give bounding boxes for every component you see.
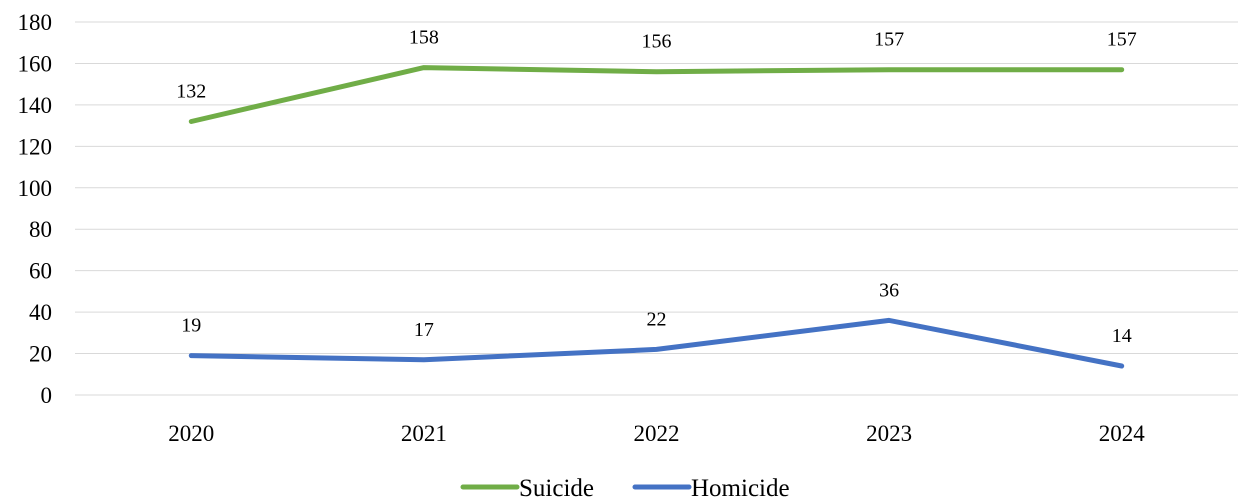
data-label-suicide: 132 — [176, 80, 206, 102]
y-tick-label: 140 — [18, 93, 53, 118]
data-labels: 132 158 156 157 157 19 17 22 36 14 — [176, 27, 1136, 347]
series-line-homicide — [188, 317, 1125, 369]
x-axis-ticks: 2020 2021 2022 2023 2024 — [168, 421, 1145, 446]
data-label-homicide: 19 — [181, 315, 201, 337]
legend-label-suicide: Suicide — [519, 475, 594, 499]
series-lines — [188, 65, 1125, 369]
data-label-homicide: 17 — [414, 319, 434, 341]
data-label-homicide: 36 — [879, 279, 899, 301]
data-label-suicide: 157 — [874, 29, 904, 51]
y-tick-label: 120 — [18, 134, 53, 159]
x-tick-label: 2020 — [168, 421, 214, 446]
x-tick-label: 2022 — [634, 421, 680, 446]
x-tick-label: 2021 — [401, 421, 447, 446]
y-tick-label: 180 — [18, 10, 53, 35]
data-label-homicide: 14 — [1112, 325, 1132, 347]
y-axis-ticks: 0 20 40 60 80 100 120 140 160 180 — [18, 10, 53, 408]
y-tick-label: 160 — [18, 51, 53, 76]
series-line-suicide — [188, 65, 1125, 124]
data-label-suicide: 158 — [409, 27, 439, 49]
y-tick-label: 20 — [29, 342, 52, 367]
y-tick-label: 100 — [18, 176, 53, 201]
y-tick-label: 0 — [41, 383, 53, 408]
x-tick-label: 2024 — [1099, 421, 1146, 446]
gridlines — [75, 21, 1238, 396]
y-tick-label: 60 — [29, 259, 52, 284]
legend: Suicide Homicide — [460, 475, 790, 499]
legend-label-homicide: Homicide — [691, 475, 790, 499]
x-tick-label: 2023 — [866, 421, 912, 446]
y-tick-label: 40 — [29, 300, 52, 325]
data-label-suicide: 156 — [642, 31, 672, 53]
y-tick-label: 80 — [29, 217, 52, 242]
data-label-homicide: 22 — [647, 308, 667, 330]
data-label-suicide: 157 — [1107, 29, 1137, 51]
